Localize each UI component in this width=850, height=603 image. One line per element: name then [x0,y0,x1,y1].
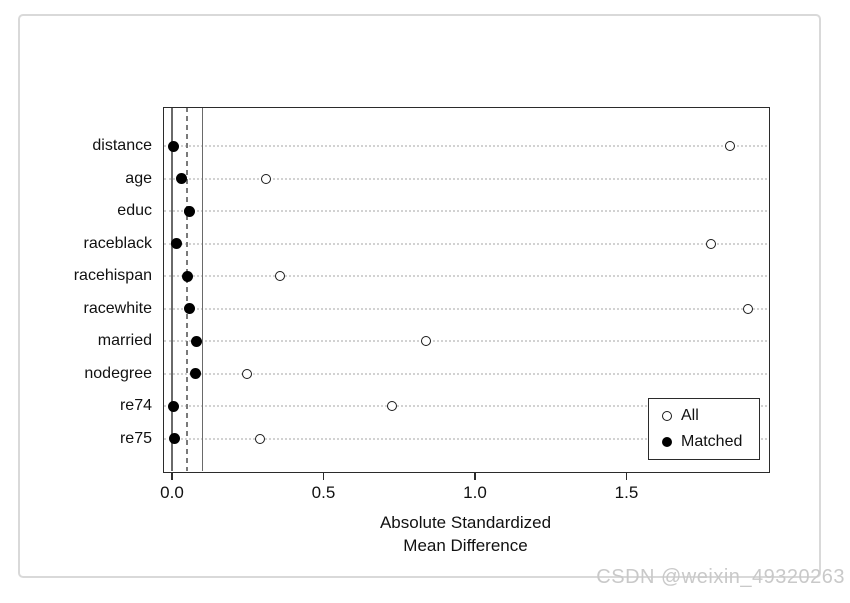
x-tick [474,472,476,480]
data-point-all-re74 [386,401,397,411]
gridline [164,210,767,212]
data-point-all-raceblack [706,238,717,249]
gridline [164,437,767,440]
gridline [164,307,767,310]
reference-line-0.1 [201,107,204,471]
y-axis-label-educ: educ [117,202,152,219]
x-tick [322,472,325,480]
x-tick [625,472,628,480]
y-axis-label-re75: re75 [119,429,152,447]
legend-label-all: All [681,407,699,424]
data-point-matched-nodegree [189,368,201,379]
y-axis-label-age: age [125,169,152,187]
data-point-matched-re75 [168,433,180,444]
legend-item-all: All [662,407,759,425]
data-point-matched-raceblack [171,238,183,249]
x-tick [171,472,173,480]
gridline [164,405,767,407]
data-point-all-re75 [254,433,265,444]
x-tick-label: 0.5 [311,483,336,502]
legend: All Matched [648,398,760,460]
x-axis-title-line2: Mean Difference [403,536,528,555]
legend-label-matched: Matched [681,433,743,450]
gridline [164,275,767,277]
data-point-all-age [260,173,271,184]
data-point-matched-racewhite [183,303,195,314]
data-point-all-racehispan [274,271,285,281]
figure-panel [18,14,821,578]
gridline [164,145,767,147]
data-point-all-nodegree [242,368,253,379]
y-axis-label-racehispan: racehispan [73,267,152,284]
gridline [164,372,767,375]
data-point-matched-distance [168,140,179,152]
data-point-all-distance [724,141,735,151]
gridline [164,242,767,245]
reference-line-0 [171,107,173,471]
y-axis-label-nodegree: nodegree [84,364,152,382]
x-axis-title-line1: Absolute Standardized [379,513,552,532]
x-tick-label: 1.5 [614,483,639,502]
x-tick-label: 1.0 [463,483,487,502]
data-point-all-married [420,336,431,346]
data-point-matched-educ [183,205,195,217]
y-axis-label-married: married [97,332,152,349]
data-point-matched-racehispan [182,270,194,282]
open-circle-icon [662,411,672,421]
filled-circle-icon [662,437,672,447]
gridline [164,340,767,342]
legend-item-matched: Matched [662,433,759,451]
data-point-matched-re74 [167,400,179,412]
watermark-text: CSDN @weixin_49320263 [596,566,845,588]
data-point-all-racewhite [742,303,753,314]
data-point-matched-married [191,335,203,347]
reference-line-0.05 [186,107,188,471]
data-point-matched-age [175,173,187,184]
y-axis-label-distance: distance [92,137,152,154]
y-axis-label-racewhite: racewhite [83,299,152,317]
gridline [164,177,767,180]
y-axis-label-raceblack: raceblack [83,234,152,252]
x-tick-label: 0.0 [160,483,184,502]
y-axis-label-re74: re74 [119,397,152,414]
